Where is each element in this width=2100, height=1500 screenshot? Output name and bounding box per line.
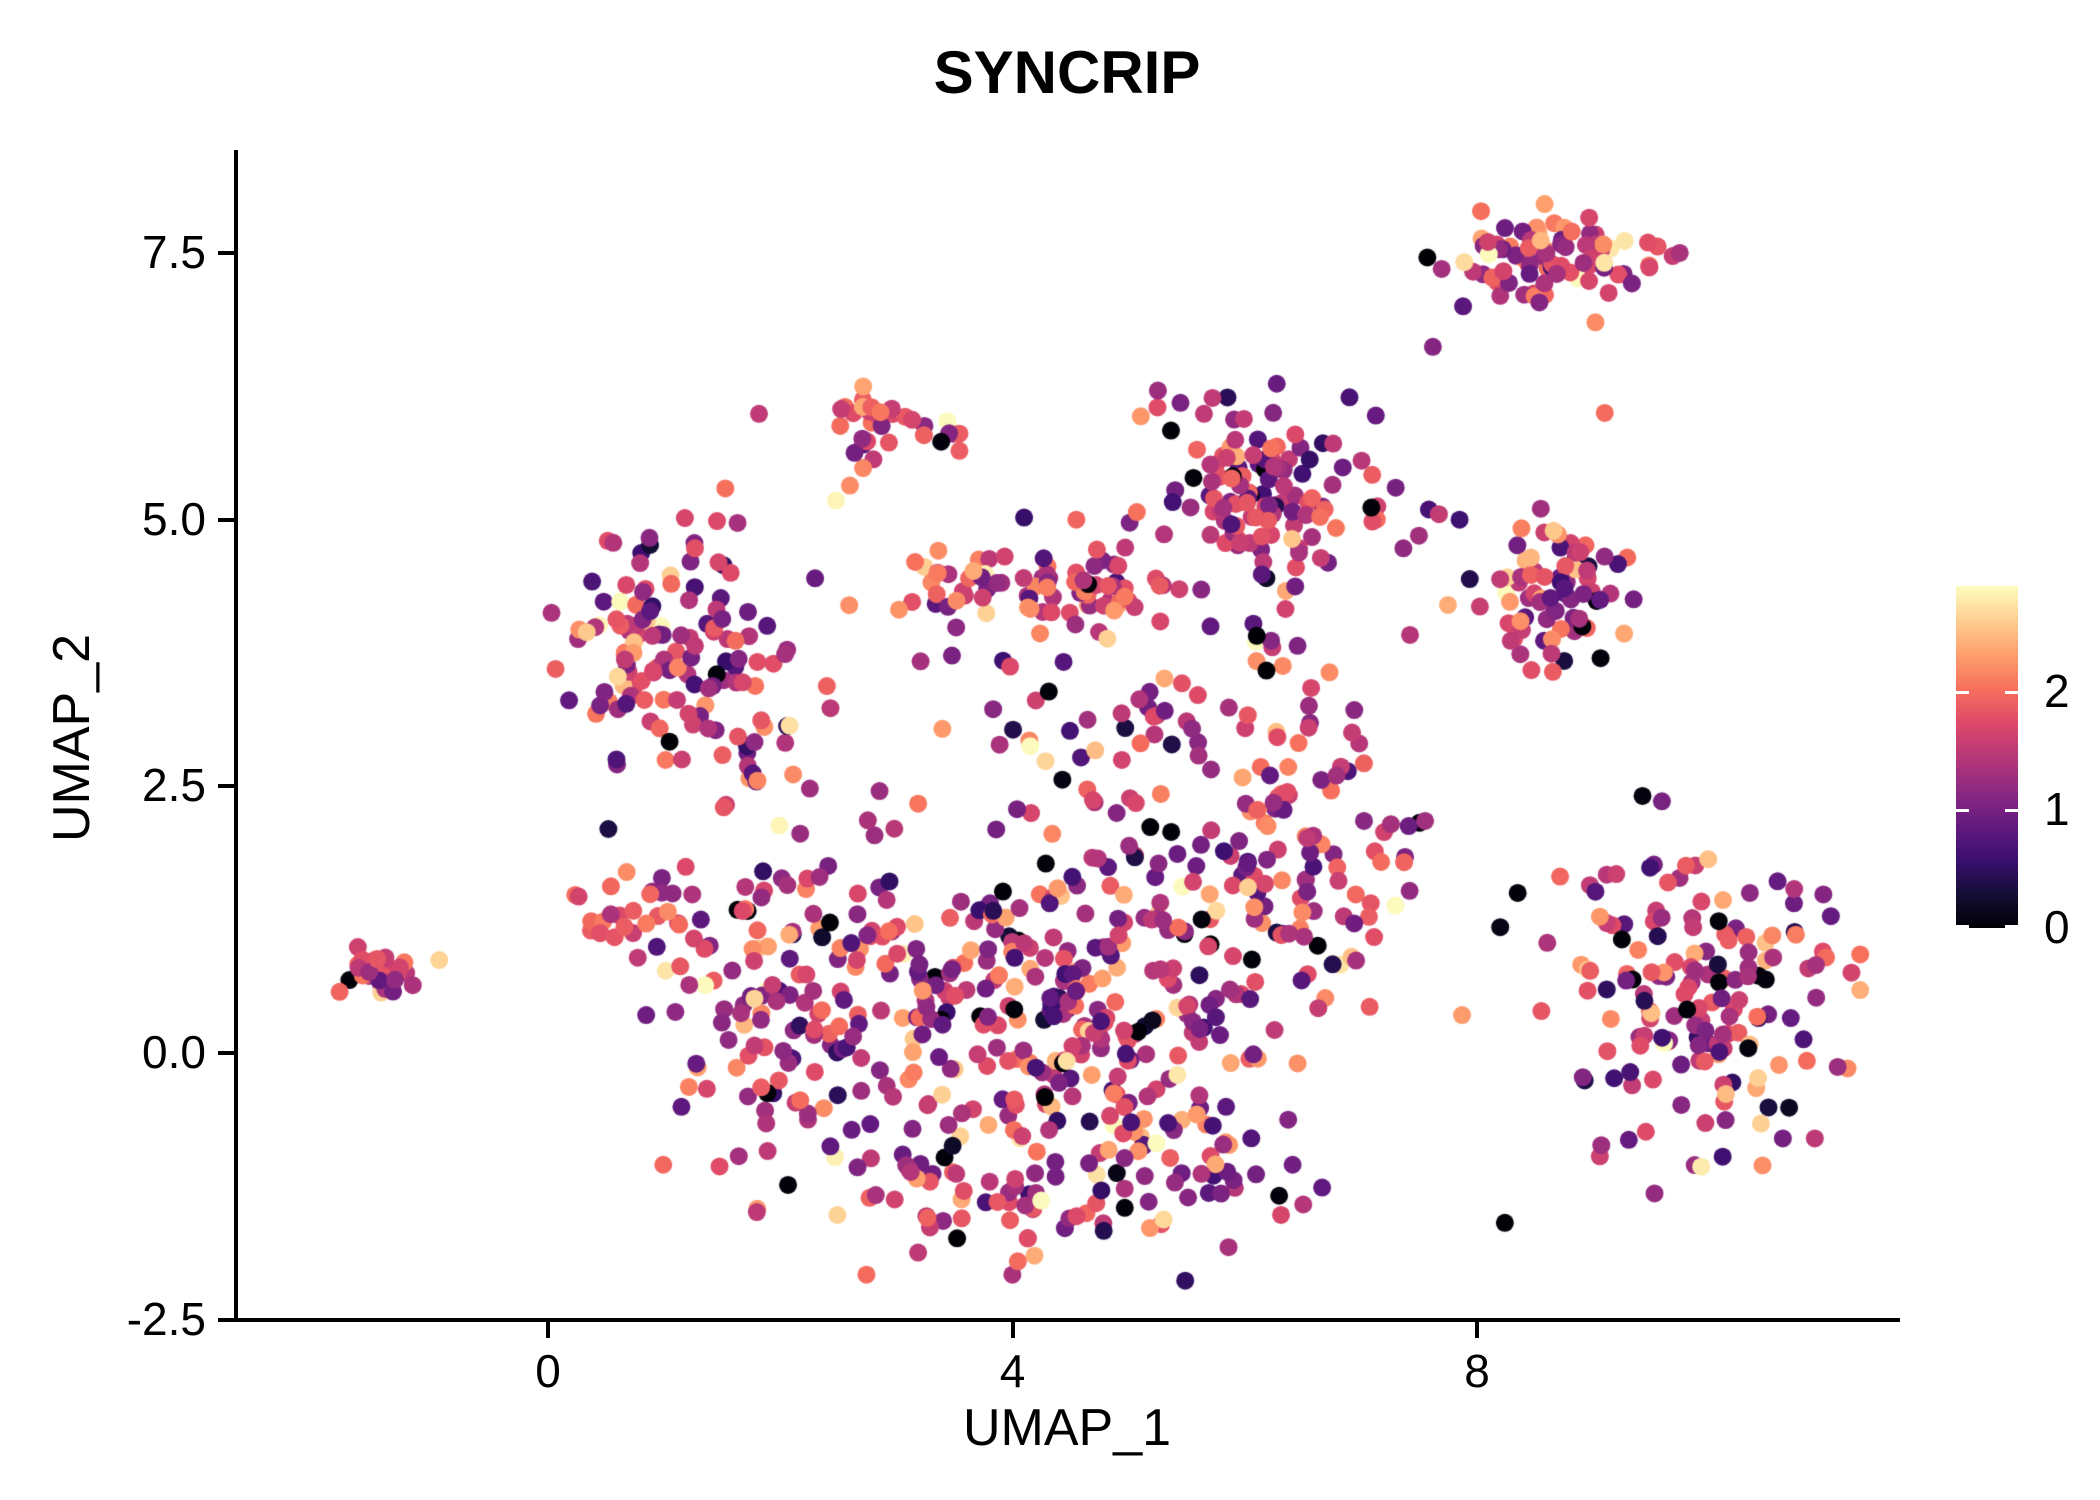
- y-tick-mark: [218, 517, 234, 522]
- y-tick-mark: [218, 1317, 234, 1322]
- y-tick-mark: [218, 1051, 234, 1055]
- y-tick-label: 5.0: [142, 492, 206, 545]
- y-axis-line: [234, 150, 238, 1322]
- x-axis-line: [234, 1318, 1900, 1322]
- x-tick-label: 8: [1464, 1345, 1490, 1397]
- x-tick-label: 0: [535, 1345, 561, 1397]
- plot-title: SYNCRIP: [933, 39, 1201, 106]
- y-tick-mark: [218, 784, 234, 789]
- x-axis-title: UMAP_1: [962, 1399, 1172, 1457]
- y-tick-label: 7.5: [142, 225, 206, 278]
- y-tick-mark: [218, 250, 234, 255]
- y-tick-label: -2.5: [126, 1292, 206, 1345]
- y-tick-label: 2.5: [142, 759, 206, 812]
- x-tick-mark: [1475, 1322, 1479, 1338]
- x-tick-label: 4: [999, 1345, 1026, 1397]
- x-tick-mark: [1010, 1322, 1015, 1338]
- x-tick-mark: [546, 1322, 550, 1338]
- y-tick-label: 0.0: [142, 1026, 206, 1078]
